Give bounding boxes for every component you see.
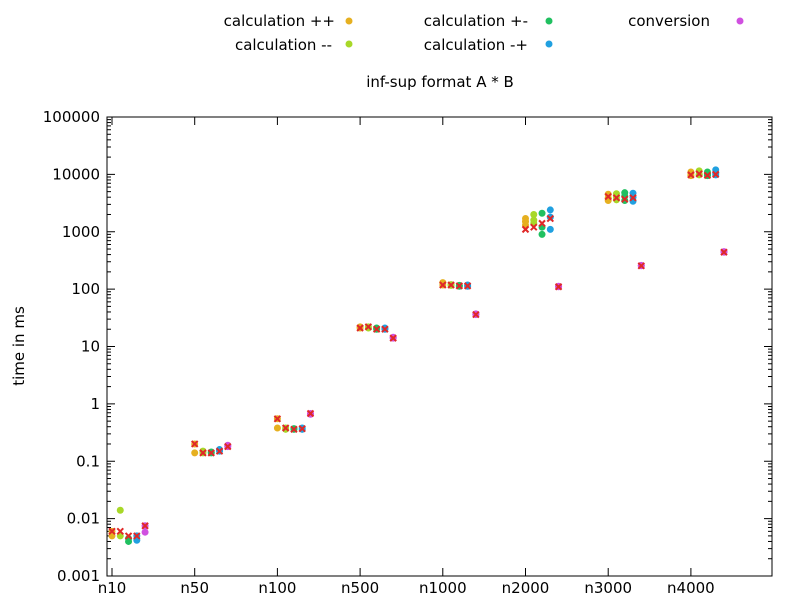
data-point: [530, 210, 538, 218]
cross-marker: [463, 282, 472, 290]
cross-marker: [108, 527, 116, 536]
cross-marker: [695, 170, 703, 178]
x-tick-label: n100: [258, 579, 296, 597]
cross-marker: [703, 171, 712, 180]
x-tick-label: n500: [341, 579, 379, 597]
data-point: [687, 169, 695, 177]
cross-marker: [207, 449, 215, 457]
data-point: [116, 506, 124, 514]
legend-marker: [345, 40, 353, 48]
y-axis-label: time in ms: [10, 306, 28, 386]
y-tick-label: 10: [81, 338, 100, 356]
legend-marker: [345, 17, 353, 25]
cross-marker: [199, 449, 207, 457]
cross-marker: [116, 527, 124, 536]
cross-marker: [372, 325, 381, 333]
cross-marker: [290, 425, 298, 434]
legend-marker: [736, 17, 744, 25]
cross-marker: [538, 219, 546, 228]
chart-title: inf-sup format A * B: [366, 73, 514, 91]
cross-marker: [439, 281, 447, 289]
cross-marker: [530, 223, 538, 231]
x-tick-label: n50: [180, 579, 209, 597]
x-tick-label: n2000: [502, 579, 550, 597]
cross-marker: [356, 324, 364, 332]
legend-marker: [545, 40, 553, 48]
legend-label: calculation -+: [424, 36, 528, 54]
data-point: [199, 447, 207, 455]
x-tick-label: n4000: [667, 579, 715, 597]
legend-marker: [545, 17, 553, 25]
cross-marker: [621, 195, 629, 203]
data-point: [141, 528, 149, 536]
y-tick-label: 0.1: [76, 452, 100, 470]
data-point: [273, 424, 281, 432]
data-point: [546, 225, 554, 233]
data-point: [538, 230, 546, 238]
y-axis: 0.001 0.01 0.1 1 10 100 1000 10000 100000: [43, 108, 772, 585]
cross-marker: [364, 323, 373, 331]
data-point: [612, 196, 620, 204]
cross-marker: [604, 192, 612, 201]
data-point: [546, 213, 554, 221]
data-point: [538, 209, 546, 217]
legend: calculation ++ calculation -- calculation …: [224, 12, 744, 54]
cross-marker: [124, 532, 133, 540]
cross-marker: [215, 447, 224, 455]
cross-marker: [281, 424, 290, 432]
plot-frame: [106, 116, 773, 577]
cross-marker: [190, 440, 199, 448]
cross-marker: [720, 248, 728, 256]
cross-marker: [687, 171, 695, 179]
cross-marker: [133, 532, 141, 540]
cross-marker: [472, 310, 480, 319]
cross-marker: [447, 281, 455, 289]
y-tick-label: 0.01: [67, 510, 100, 528]
cross-marker: [141, 522, 149, 530]
cross-marker: [546, 214, 555, 223]
x-tick-label: n10: [98, 579, 127, 597]
x-axis: n10 n50 n100 n500 n1000 n2000 n3000 n4000: [98, 117, 715, 597]
cross-marker: [629, 194, 637, 202]
cross-marker: [389, 334, 397, 342]
y-tick-label: 1: [90, 395, 100, 413]
data-point: [191, 449, 199, 457]
x-tick-label: n3000: [584, 579, 632, 597]
cross-marker: [554, 283, 563, 291]
cross-marker: [521, 225, 530, 234]
y-tick-label: 0.001: [57, 567, 100, 585]
y-tick-label: 100000: [43, 108, 100, 126]
y-tick-label: 100: [71, 280, 100, 298]
cross-marker: [712, 170, 720, 179]
y-tick-label: 1000: [62, 223, 100, 241]
x-tick-label: n1000: [419, 579, 467, 597]
legend-label: calculation --: [235, 36, 332, 54]
cross-marker: [637, 262, 645, 270]
legend-label: calculation ++: [224, 12, 335, 30]
legend-label: conversion: [628, 12, 710, 30]
cross-marker: [298, 424, 306, 433]
cross-marker: [306, 409, 315, 418]
cross-marker: [612, 194, 621, 202]
y-tick-label: 10000: [52, 165, 100, 183]
cross-marker: [224, 442, 232, 451]
cross-marker: [381, 325, 389, 333]
data-points: [108, 166, 728, 545]
data-point: [546, 206, 554, 214]
legend-label: calculation +-: [424, 12, 528, 30]
cross-marker: [273, 415, 282, 423]
cross-marker: [455, 282, 464, 290]
